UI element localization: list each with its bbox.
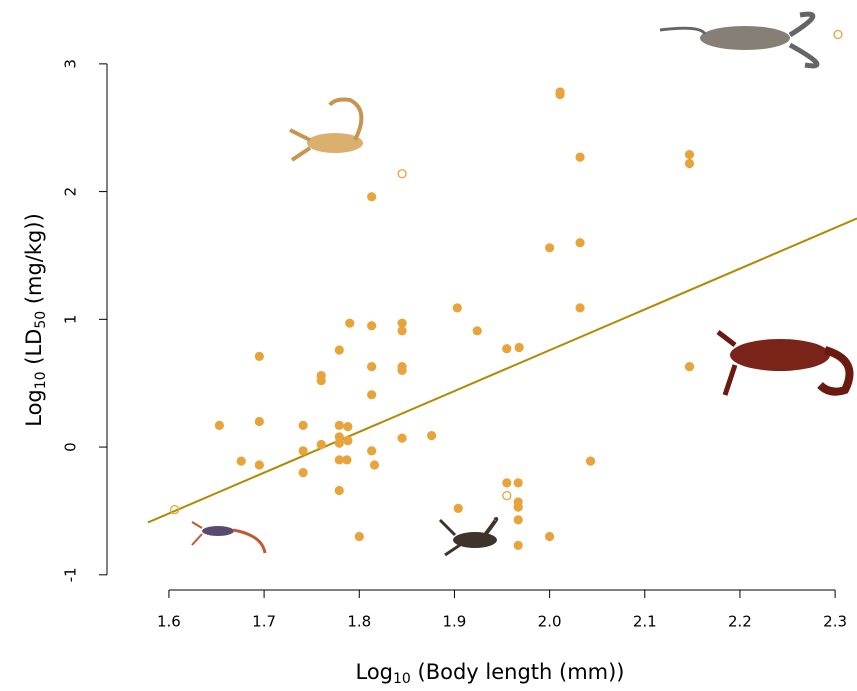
data-point — [334, 345, 344, 355]
data-point — [334, 438, 344, 448]
data-point — [452, 303, 462, 313]
y-axis-label: Log10 (LD50 (mg/kg)) — [22, 213, 49, 427]
scorpion-icon — [289, 97, 364, 162]
y-axis-label-part: Log — [22, 389, 46, 427]
data-point — [343, 422, 353, 432]
data-point — [684, 361, 695, 372]
data-point — [334, 432, 344, 442]
data-point — [354, 531, 364, 542]
data-point — [298, 446, 308, 456]
data-point — [343, 436, 353, 446]
data-point — [514, 342, 524, 353]
x-tick-label: 2.2 — [728, 613, 752, 631]
x-axis-label: Log10 (Body length (mm)) — [355, 660, 624, 687]
data-point — [684, 158, 695, 169]
data-point — [502, 478, 512, 488]
y-tick-label: 0 — [62, 442, 80, 452]
data-point — [334, 485, 344, 496]
data-point — [254, 416, 264, 427]
scorpion-icon — [191, 521, 267, 554]
data-point — [316, 439, 326, 450]
data-point — [367, 446, 377, 456]
x-tick-label: 2.1 — [633, 613, 657, 631]
y-tick-label: 3 — [62, 59, 80, 69]
data-point — [575, 152, 585, 162]
data-point — [575, 303, 585, 313]
data-point — [545, 243, 555, 253]
data-point — [298, 468, 308, 478]
data-point — [555, 89, 565, 100]
data-point — [342, 455, 352, 465]
data-point — [513, 540, 523, 551]
y-axis-label-sub: 10 — [33, 371, 49, 389]
x-tick-label: 2.3 — [823, 613, 847, 631]
y-axis-label-sub: 50 — [33, 311, 49, 329]
data-point — [397, 433, 407, 443]
x-tick-label: 1.9 — [443, 613, 467, 631]
data-point — [214, 420, 224, 430]
data-point — [397, 318, 407, 328]
x-axis-label-part: (Body length (mm)) — [411, 660, 625, 684]
x-axis-label-sub: 10 — [393, 671, 411, 687]
x-axis-label-part: Log — [355, 660, 393, 684]
data-point — [453, 503, 463, 513]
x-tick-label: 1.7 — [252, 613, 276, 631]
data-point — [298, 420, 308, 430]
regression-line — [147, 217, 857, 524]
data-point — [472, 326, 482, 336]
data-point — [513, 502, 523, 512]
data-point — [367, 361, 377, 372]
data-point — [575, 238, 585, 248]
data-point — [254, 460, 264, 470]
scorpion-icon — [659, 11, 820, 69]
data-point — [513, 478, 523, 488]
x-tick-label: 1.6 — [157, 613, 181, 631]
data-point — [585, 456, 596, 466]
y-axis-label-part: (mg/kg)) — [22, 213, 46, 311]
data-point — [367, 192, 377, 202]
data-point — [334, 420, 344, 430]
x-tick-label: 2.0 — [538, 613, 562, 631]
data-point — [369, 460, 380, 470]
y-tick-label: -1 — [62, 567, 80, 582]
y-tick-label: 1 — [62, 315, 80, 325]
data-point — [397, 326, 407, 336]
data-point — [397, 169, 407, 179]
data-point — [513, 515, 523, 525]
data-point — [397, 365, 407, 376]
data-point — [684, 149, 695, 160]
x-tick-label: 1.8 — [347, 613, 371, 631]
data-point — [502, 490, 512, 501]
data-point — [502, 344, 512, 354]
data-point — [345, 318, 355, 328]
data-point — [334, 455, 344, 465]
data-point — [545, 531, 555, 542]
data-point — [833, 29, 843, 40]
data-point — [367, 390, 377, 400]
data-point — [316, 376, 326, 386]
data-point — [367, 321, 377, 331]
data-point — [427, 430, 437, 441]
y-axis-label-part: (LD — [22, 329, 46, 372]
data-point — [169, 505, 180, 515]
scorpion-icon — [716, 330, 854, 396]
y-tick-label: 2 — [62, 187, 80, 197]
data-point — [236, 456, 246, 466]
scorpion-icon — [438, 517, 499, 557]
data-point — [254, 351, 264, 361]
